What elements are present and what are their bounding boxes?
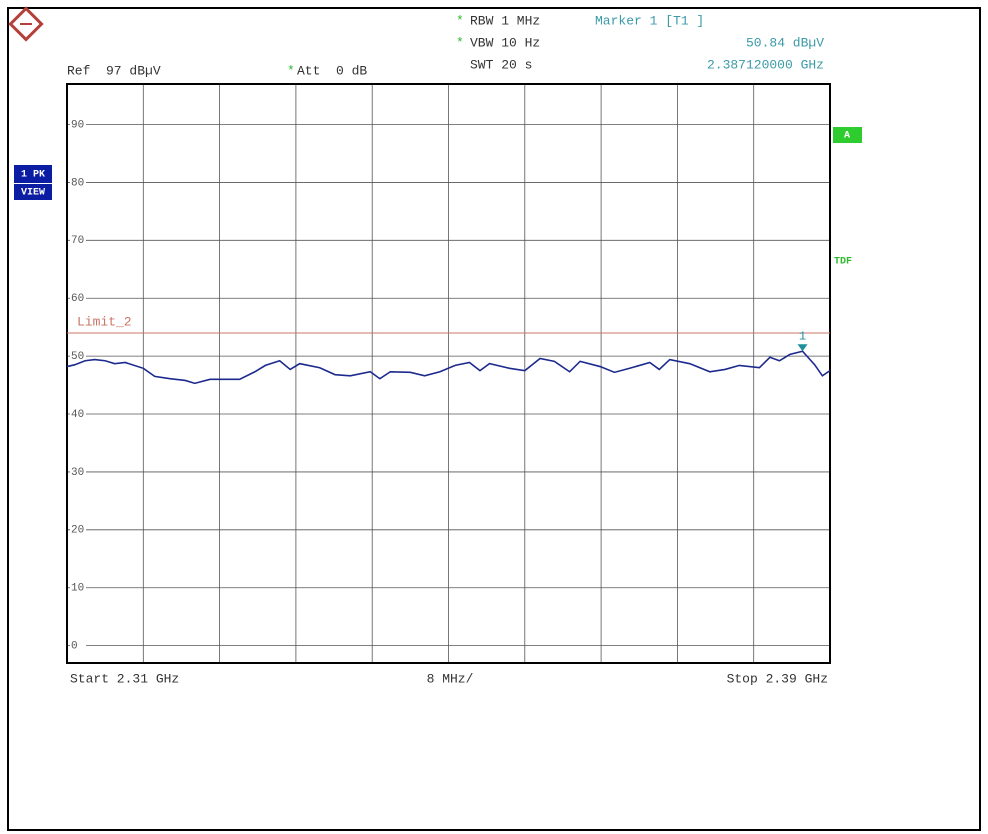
a-label: A — [844, 131, 850, 142]
plot-frame — [66, 83, 831, 664]
vbw: VBW 10 Hz — [470, 35, 540, 50]
asterisk: * — [287, 63, 295, 78]
tick-label-bg — [70, 639, 86, 652]
marker-level: 50.84 dBµV — [746, 35, 824, 50]
tdf-label: TDF — [834, 257, 852, 268]
view: VIEW — [21, 188, 45, 199]
marker-frequency: 2.387120000 GHz — [707, 57, 824, 72]
y-tick-label: 80 — [71, 177, 84, 189]
trace — [66, 350, 831, 385]
asterisk: * — [456, 13, 464, 28]
trace-badge — [14, 165, 52, 183]
marker-label: 1 — [799, 329, 806, 343]
view-badge — [14, 184, 52, 200]
span-per-division: 8 MHz/ — [427, 671, 474, 686]
start-frequency: Start 2.31 GHz — [70, 671, 179, 686]
y-tick-label: 30 — [71, 467, 84, 479]
y-tick-label: 70 — [71, 235, 84, 247]
y-tick-label: 50 — [71, 351, 84, 363]
tick-label-bg — [70, 234, 86, 247]
tick-label-bg — [70, 408, 86, 421]
y-tick-label: 60 — [71, 293, 84, 305]
swt: SWT 20 s — [470, 57, 532, 72]
a-badge — [833, 127, 862, 143]
stop-frequency: Stop 2.39 GHz — [727, 671, 828, 686]
marker — [797, 344, 808, 352]
tick-label-bg — [70, 523, 86, 536]
screen-border — [7, 7, 981, 831]
tick-label-bg — [70, 176, 86, 189]
y-tick-label: 20 — [71, 525, 84, 537]
tick-label-bg — [70, 350, 86, 363]
rbw: RBW 1 MHz — [470, 13, 540, 28]
marker-title: Marker 1 [T1 ] — [595, 13, 704, 28]
y-tick-label: 10 — [71, 583, 84, 595]
y-tick-label: 40 — [71, 409, 84, 421]
trace-mode: 1 PK — [21, 170, 45, 181]
tick-label-bg — [70, 118, 86, 131]
tick-label-bg — [70, 465, 86, 478]
tick-label-bg — [70, 581, 86, 594]
reference-level: Ref 97 dBµV — [67, 63, 161, 78]
plot: 0 10 20 30 40 50 60 70 80 90 Limit_2 1 — [66, 83, 831, 664]
asterisk: * — [456, 35, 464, 50]
y-tick-label: 0 — [71, 641, 78, 653]
limit-label: Limit_2 — [77, 314, 132, 329]
tick-label-bg — [70, 292, 86, 305]
y-tick-label: 90 — [71, 119, 84, 131]
logo — [8, 6, 44, 42]
attenuation: Att 0 dB — [297, 63, 367, 78]
